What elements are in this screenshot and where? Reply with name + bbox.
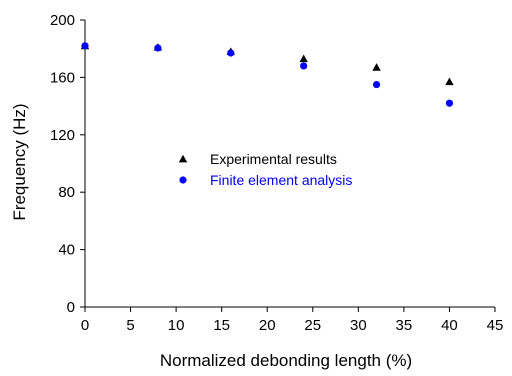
data-point-fea <box>445 99 454 107</box>
x-tick-label: 15 <box>213 317 230 334</box>
legend-label-experimental: Experimental results <box>210 151 337 167</box>
legend-marker-experimental <box>178 154 188 163</box>
legend: Experimental results Finite element anal… <box>178 151 352 188</box>
x-tick-label: 25 <box>304 317 321 334</box>
y-tick-label: 40 <box>58 242 75 259</box>
data-point-fea <box>372 80 381 89</box>
x-tick-label: 40 <box>441 317 458 334</box>
x-tick-label: 0 <box>81 317 89 334</box>
x-tick-label: 5 <box>126 317 134 334</box>
y-axis-label: Frequency (Hz) <box>10 103 29 220</box>
data-point-experimental <box>445 77 454 86</box>
legend-marker-fea <box>179 176 187 184</box>
x-tick-label: 35 <box>396 317 413 334</box>
y-tick-label: 120 <box>50 127 75 144</box>
x-tick-label: 10 <box>168 317 185 334</box>
y-tick-label: 160 <box>50 69 75 86</box>
legend-item-fea: Finite element analysis <box>179 172 352 188</box>
data-point-experimental <box>299 54 308 63</box>
y-tick-label: 200 <box>50 12 75 29</box>
data-point-experimental <box>372 63 381 71</box>
x-ticks: 0 5 10 15 20 25 30 35 40 45 <box>81 307 504 334</box>
series-layer <box>80 41 454 107</box>
legend-label-fea: Finite element analysis <box>210 172 352 188</box>
data-point-fea <box>81 42 89 50</box>
y-ticks: 0 40 80 120 160 200 <box>50 12 85 316</box>
data-point-fea <box>227 49 235 57</box>
x-tick-label: 30 <box>350 317 367 334</box>
legend-item-experimental: Experimental results <box>178 151 337 167</box>
y-tick-label: 80 <box>58 184 75 201</box>
x-tick-label: 45 <box>487 317 504 334</box>
series-experimental <box>80 41 454 86</box>
series-fea <box>81 42 454 107</box>
x-tick-label: 20 <box>259 317 276 334</box>
plot-area <box>84 20 495 308</box>
x-axis-label: Normalized debonding length (%) <box>160 351 412 370</box>
data-point-fea <box>300 62 308 70</box>
y-tick-label: 0 <box>67 299 75 316</box>
data-point-fea <box>154 44 162 52</box>
